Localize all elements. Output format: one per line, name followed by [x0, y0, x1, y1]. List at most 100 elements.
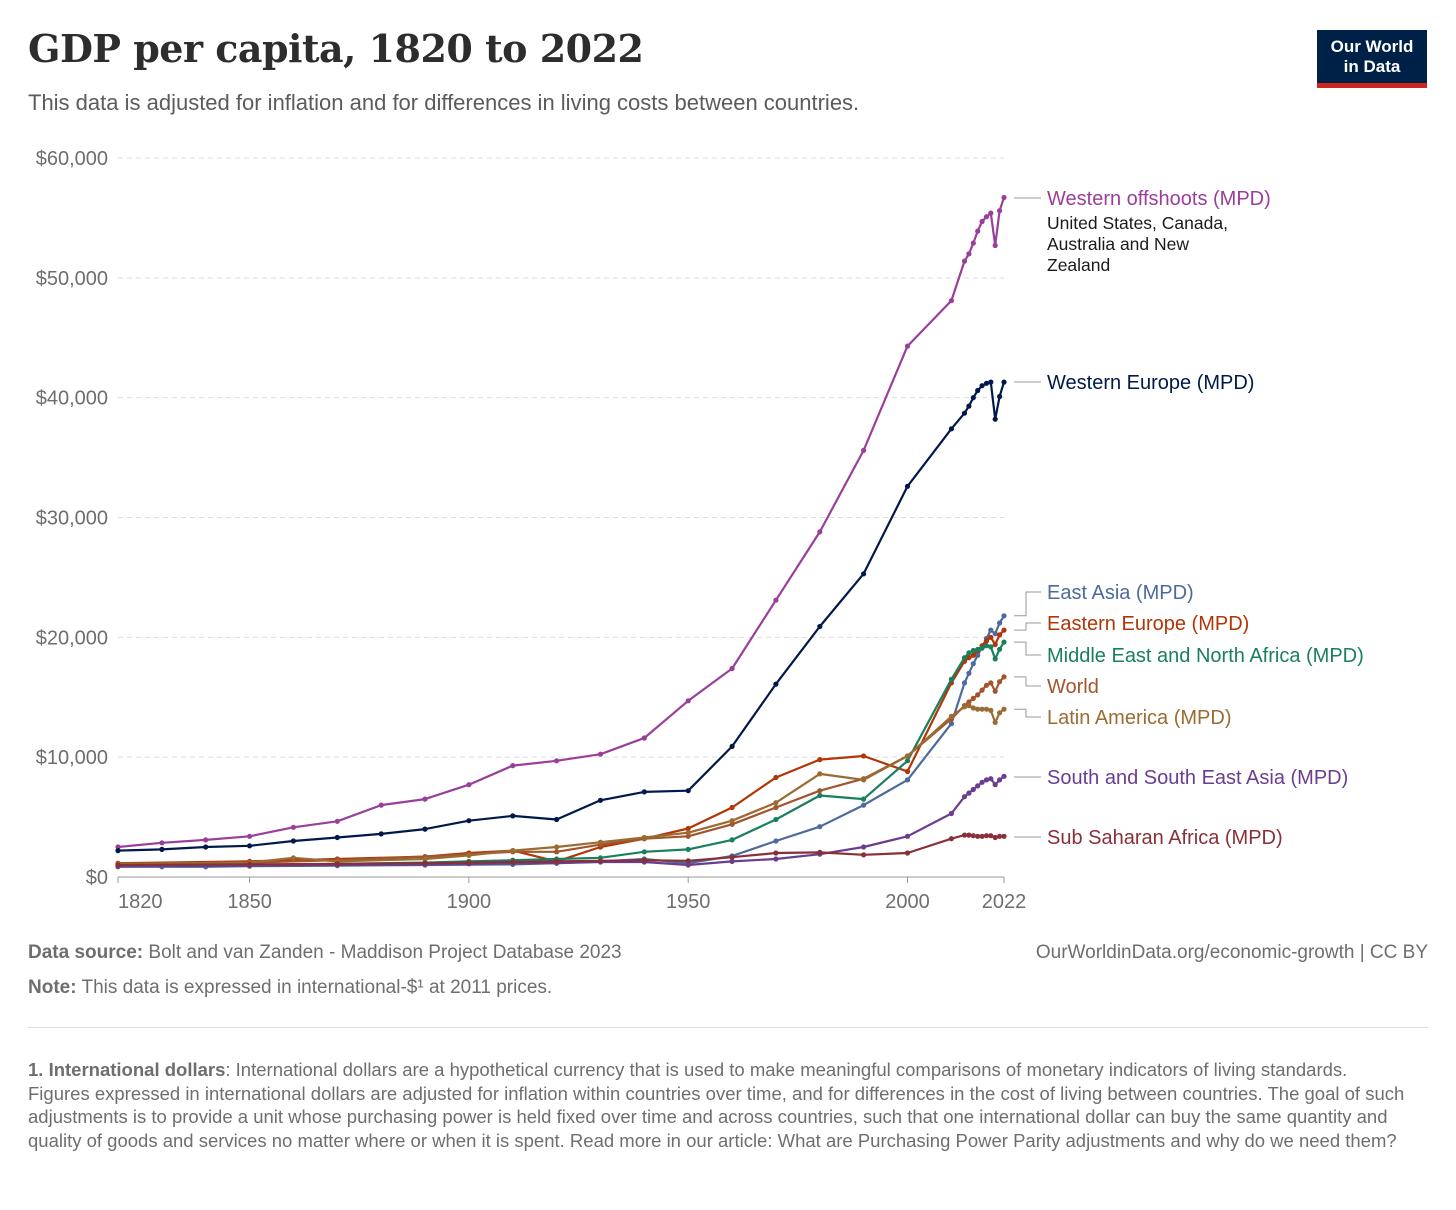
data-point	[979, 833, 985, 839]
data-point	[597, 797, 604, 803]
data-point	[641, 857, 647, 863]
data-point	[975, 833, 981, 839]
x-tick-label: 1900	[447, 891, 492, 913]
data-point	[159, 846, 165, 853]
data-source-label: Data source:	[28, 942, 144, 963]
data-point	[334, 818, 340, 824]
data-point	[992, 242, 998, 249]
data-point	[554, 849, 560, 855]
data-point	[729, 854, 735, 860]
data-point	[597, 839, 604, 845]
data-point	[861, 753, 867, 759]
data-point	[975, 652, 981, 658]
data-point	[948, 713, 955, 720]
y-tick-label: $50,000	[36, 268, 108, 290]
series-line	[117, 704, 1005, 865]
source-url[interactable]: OurWorldinData.org/economic-growth | CC …	[1035, 942, 1428, 963]
data-point	[970, 833, 976, 839]
data-point	[983, 380, 990, 386]
data-point	[203, 844, 209, 850]
data-point	[970, 661, 976, 667]
data-point	[115, 862, 121, 868]
y-tick-label: $20,000	[36, 627, 108, 649]
grid-layer	[118, 157, 1004, 758]
data-source-link[interactable]: Bolt and van Zanden - Maddison Project D…	[148, 942, 622, 963]
data-point	[773, 856, 779, 862]
label-connector	[1014, 591, 1041, 617]
data-point	[641, 834, 647, 841]
data-point	[773, 681, 779, 687]
data-point	[729, 804, 735, 811]
data-point	[817, 792, 823, 799]
data-point	[597, 751, 604, 757]
data-point	[948, 676, 955, 682]
chart-subtitle: This data is adjusted for inflation and …	[28, 90, 860, 115]
data-point	[290, 838, 296, 844]
data-point	[729, 743, 735, 750]
data-point	[861, 802, 867, 808]
note-text: This data is expressed in international-…	[81, 977, 553, 998]
data-point	[817, 529, 823, 535]
data-point	[1001, 674, 1007, 680]
data-point	[773, 850, 779, 856]
data-point	[992, 782, 998, 788]
data-point	[510, 848, 516, 854]
data-point	[992, 641, 998, 648]
data-point	[948, 810, 955, 817]
data-point	[159, 840, 165, 846]
data-point	[685, 698, 691, 704]
series-label-text: Western Europe (MPD)	[1047, 372, 1254, 394]
data-point	[729, 818, 735, 824]
data-point	[247, 843, 253, 849]
data-point	[904, 850, 911, 856]
data-point	[115, 848, 121, 854]
series-2	[115, 613, 1007, 870]
series-label-2: East Asia (MPD)	[1014, 582, 1194, 617]
data-point	[861, 796, 867, 802]
data-point	[685, 862, 691, 868]
data-point	[1001, 833, 1007, 839]
series-label-3: Eastern Europe (MPD)	[1014, 613, 1249, 635]
data-point	[992, 631, 998, 637]
x-tick-label: 1850	[227, 891, 272, 913]
series-3	[115, 627, 1007, 866]
data-point	[817, 824, 823, 830]
series-label-8: Sub Saharan Africa (MPD)	[1014, 827, 1283, 849]
data-point	[997, 777, 1003, 783]
data-point	[773, 774, 779, 781]
data-point	[988, 776, 994, 782]
data-point	[641, 849, 647, 855]
series-line	[117, 629, 1005, 865]
data-point	[997, 710, 1003, 716]
data-point	[641, 789, 647, 795]
data-point	[970, 395, 976, 401]
owid-logo[interactable]: Our World in Data	[1317, 30, 1427, 88]
data-point	[992, 416, 998, 422]
data-point	[510, 813, 516, 819]
data-point	[983, 643, 990, 649]
data-point	[554, 758, 560, 764]
data-point	[966, 699, 972, 705]
data-point	[983, 682, 990, 688]
data-point	[1001, 627, 1007, 633]
data-point	[961, 258, 968, 264]
data-point	[948, 298, 955, 304]
data-point	[988, 379, 994, 385]
data-point	[685, 788, 691, 794]
data-point	[966, 790, 972, 796]
x-tick-label: 2022	[982, 891, 1027, 913]
data-point	[970, 652, 976, 658]
data-point	[422, 860, 428, 866]
data-point	[685, 833, 691, 839]
data-point	[988, 680, 994, 686]
footer-divider	[28, 1027, 1428, 1028]
data-point	[948, 836, 955, 842]
data-point	[979, 645, 985, 651]
data-point	[904, 777, 911, 783]
data-point	[1001, 379, 1007, 385]
note-label: Note:	[28, 977, 77, 998]
data-point	[983, 214, 990, 220]
data-point	[966, 251, 972, 257]
data-point	[115, 844, 121, 850]
data-point	[729, 821, 735, 827]
